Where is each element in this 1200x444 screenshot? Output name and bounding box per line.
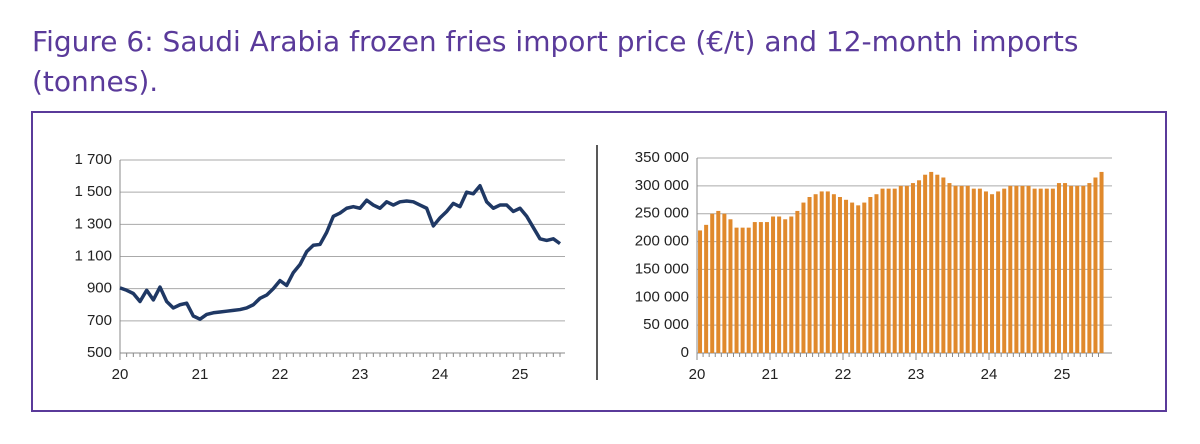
x-tick-label: 24 — [981, 366, 998, 383]
x-tick-label: 22 — [835, 366, 852, 383]
bar — [965, 185, 970, 353]
y-tick-label: 250 000 — [635, 205, 689, 222]
y-tick-label: 150 000 — [635, 260, 689, 277]
bar — [819, 191, 824, 353]
x-tick-label: 21 — [762, 366, 779, 383]
bar — [1081, 185, 1086, 353]
y-tick-label: 1 500 — [74, 183, 112, 200]
bar — [929, 171, 934, 353]
y-tick-label: 1 100 — [74, 247, 112, 264]
bar — [1038, 188, 1043, 353]
y-tick-label: 50 000 — [643, 316, 689, 333]
bar — [1093, 177, 1098, 353]
bar — [831, 194, 836, 353]
bar — [880, 188, 885, 353]
bar — [752, 222, 757, 353]
bar — [1032, 188, 1037, 353]
bar — [837, 197, 842, 353]
figure-title: Figure 6: Saudi Arabia frozen fries impo… — [32, 25, 1079, 98]
y-tick-label: 700 — [87, 312, 112, 329]
bar — [825, 191, 830, 353]
x-tick-label: 25 — [1054, 366, 1071, 383]
bar — [1069, 185, 1074, 353]
y-tick-label: 900 — [87, 280, 112, 297]
bar — [990, 194, 995, 353]
y-tick-label: 1 300 — [74, 215, 112, 232]
bar — [698, 230, 703, 353]
bar — [977, 188, 982, 353]
bar — [813, 194, 818, 353]
bar — [868, 197, 873, 353]
bar — [959, 185, 964, 353]
bar — [710, 213, 715, 353]
bar — [1014, 185, 1019, 353]
x-tick-label: 22 — [272, 366, 289, 383]
bar — [874, 194, 879, 353]
x-tick-label: 23 — [352, 366, 369, 383]
bar — [923, 174, 928, 353]
bar — [1056, 183, 1061, 353]
frame — [31, 111, 1167, 412]
bar — [1026, 185, 1031, 353]
bar — [764, 222, 769, 353]
bar — [862, 202, 867, 353]
x-tick-label: 25 — [512, 366, 529, 383]
y-tick-label: 200 000 — [635, 233, 689, 250]
bar — [935, 174, 940, 353]
bar — [886, 188, 891, 353]
bar — [801, 202, 806, 353]
bar — [1099, 171, 1104, 353]
bar — [728, 219, 733, 353]
y-tick-label: 1 700 — [74, 151, 112, 168]
bar — [789, 216, 794, 353]
bar — [795, 210, 800, 353]
y-tick-label: 0 — [681, 344, 689, 361]
x-tick-label: 23 — [908, 366, 925, 383]
bar — [1063, 183, 1068, 353]
bar — [740, 227, 745, 353]
bar — [1008, 185, 1013, 353]
bar — [758, 222, 763, 353]
bar — [716, 210, 721, 353]
bar — [1002, 188, 1007, 353]
bar — [746, 227, 751, 353]
bar — [722, 213, 727, 353]
bar — [917, 180, 922, 353]
bar — [1075, 185, 1080, 353]
bar — [704, 224, 709, 353]
bar — [904, 185, 909, 353]
x-tick-label: 24 — [432, 366, 449, 383]
bar — [953, 185, 958, 353]
bar — [910, 183, 915, 353]
x-tick-label: 21 — [192, 366, 209, 383]
bar — [734, 227, 739, 353]
y-tick-label: 500 — [87, 344, 112, 361]
bar — [892, 188, 897, 353]
bar — [844, 199, 849, 353]
bar — [771, 216, 776, 353]
bar — [996, 191, 1001, 353]
bar — [783, 219, 788, 353]
bar — [1050, 188, 1055, 353]
x-tick-label: 20 — [689, 366, 706, 383]
bar — [1087, 183, 1092, 353]
x-tick-label: 20 — [112, 366, 129, 383]
bar — [1044, 188, 1049, 353]
bar — [947, 183, 952, 353]
bar — [856, 205, 861, 353]
y-tick-label: 300 000 — [635, 177, 689, 194]
y-tick-label: 100 000 — [635, 288, 689, 305]
bar — [807, 197, 812, 353]
bar — [777, 216, 782, 353]
bar — [971, 188, 976, 353]
bar — [941, 177, 946, 353]
y-tick-label: 350 000 — [635, 149, 689, 166]
price-line — [119, 183, 562, 321]
bar — [898, 185, 903, 353]
bar — [983, 191, 988, 353]
bar — [850, 202, 855, 353]
bar — [1020, 185, 1025, 353]
